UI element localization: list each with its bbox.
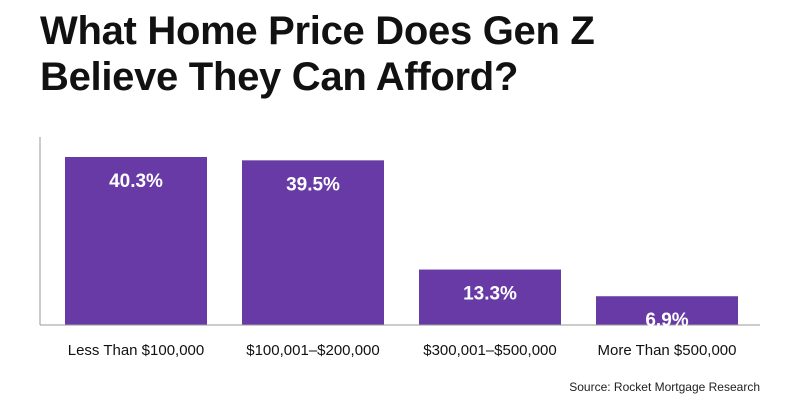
bar-4: [596, 296, 738, 325]
category-label-2: $100,001–$200,000: [246, 342, 379, 359]
category-labels-layer: Less Than $100,000 $100,001–$200,000 $300,…: [68, 342, 737, 359]
bar-2: [242, 160, 384, 325]
bar-value-label-4: 6.9%: [645, 310, 688, 331]
bar-3: [419, 269, 561, 325]
chart-title-line-2: Believe They Can Afford?: [40, 55, 519, 99]
bar-value-label-2: 39.5%: [286, 174, 340, 195]
bar-1: [65, 157, 207, 325]
category-label-3: $300,001–$500,000: [423, 342, 556, 359]
value-labels-layer: 40.3% 39.5% 13.3% 6.9%: [109, 171, 689, 331]
bars-layer: [65, 157, 738, 325]
source-note: Source: Rocket Mortgage Research: [569, 380, 760, 394]
bar-value-label-1: 40.3%: [109, 171, 163, 192]
category-label-4: More Than $500,000: [598, 342, 737, 359]
chart-title-line-1: What Home Price Does Gen Z: [40, 9, 595, 53]
bar-value-label-3: 13.3%: [463, 284, 517, 305]
chart-title: What Home Price Does Gen Z Believe They …: [40, 8, 780, 100]
category-label-1: Less Than $100,000: [68, 342, 205, 359]
